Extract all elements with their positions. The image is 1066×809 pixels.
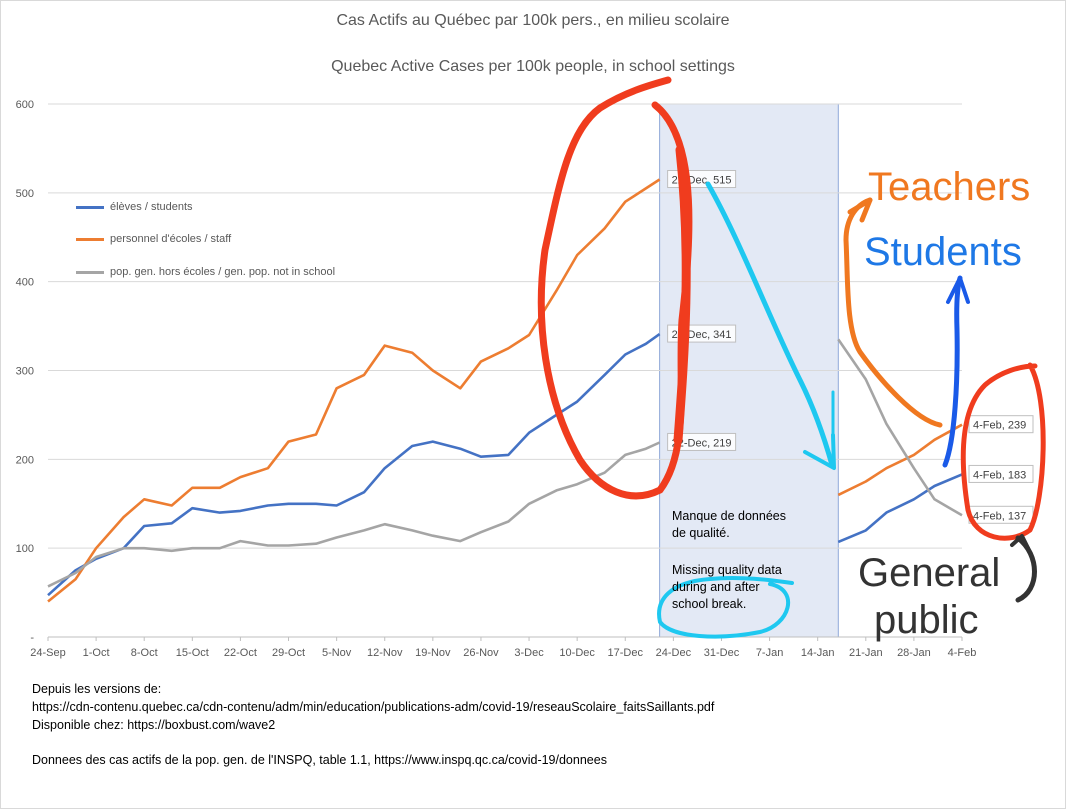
y-tick-label: 100 [16, 543, 34, 555]
y-tick-label: 400 [16, 277, 34, 289]
y-tick-label: 600 [16, 99, 34, 111]
annotation-cyan-arrow [705, 181, 835, 468]
x-tick-label: 15-Oct [176, 647, 209, 659]
y-tick-label: 300 [16, 366, 34, 378]
missing-data-note-fr: Manque de données de qualité. [672, 508, 786, 542]
annotation-orange-arrowhead [847, 197, 873, 223]
series-general-line [837, 338, 963, 517]
annotation-red-stroke [673, 145, 691, 445]
series-students-line [837, 473, 963, 544]
footer-line1: Depuis les versions de: [32, 682, 162, 696]
x-tick-label: 19-Nov [415, 647, 451, 659]
handwritten-public: public [874, 598, 979, 642]
annotation-blue-arrow [942, 275, 963, 468]
data-label-box [968, 464, 1034, 483]
annotation-red-oval [960, 362, 1046, 541]
chart-title-fr: Cas Actifs au Québec par 100k pers., en … [336, 12, 730, 29]
missing-note-en-line2: during and after [672, 580, 760, 594]
data-label: 4-Feb, 239 [973, 420, 1026, 432]
missing-note-en-line1: Missing quality data [672, 563, 782, 577]
legend-label-students: élèves / students [110, 201, 193, 213]
data-label-box [968, 415, 1034, 434]
x-tick-label: 10-Dec [559, 647, 595, 659]
x-tick-label: 5-Nov [322, 647, 352, 659]
annotation-cyan-oval [657, 575, 794, 639]
handwritten-teachers: Teachers [868, 165, 1031, 209]
x-tick-label: 28-Jan [897, 647, 931, 659]
legend-swatch-staff [76, 237, 104, 241]
footer-source-url: https://cdn-contenu.quebec.ca/cdn-conten… [32, 700, 715, 714]
annotation-orange-stroke [843, 197, 943, 428]
series-staff-line [47, 178, 661, 603]
series-staff-line [837, 423, 963, 497]
legend-swatch-general [76, 270, 104, 274]
series-students-line [47, 333, 661, 597]
legend-swatch-students [76, 205, 104, 209]
x-tick-label: 24-Sep [30, 647, 65, 659]
x-tick-label: 22-Oct [224, 647, 257, 659]
x-tick-label: 29-Oct [272, 647, 305, 659]
x-tick-label: 4-Feb [948, 647, 977, 659]
x-tick-label: 17-Dec [608, 647, 644, 659]
y-tick-label: - [30, 632, 34, 644]
handwritten-general: General [858, 551, 1001, 595]
x-tick-label: 21-Jan [849, 647, 883, 659]
handwritten-students: Students [864, 230, 1022, 274]
legend-item-staff: personnel d'écoles / staff [76, 233, 231, 245]
y-tick-label: 500 [16, 188, 34, 200]
y-tick-label: 200 [16, 454, 34, 466]
data-label: 4-Feb, 137 [973, 510, 1026, 522]
x-tick-label: 14-Jan [801, 647, 835, 659]
data-label-box [667, 432, 737, 451]
annotation-black-arrowhead [1010, 534, 1030, 550]
legend-label-general: pop. gen. hors écoles / gen. pop. not in… [110, 266, 336, 278]
x-tick-label: 31-Dec [704, 647, 740, 659]
legend-item-general: pop. gen. hors écoles / gen. pop. not in… [76, 266, 335, 278]
legend-label-staff: personnel d'écoles / staff [110, 233, 232, 245]
x-tick-label: 26-Nov [463, 647, 499, 659]
missing-note-fr-line2: de qualité. [672, 526, 730, 540]
data-label: 22-Dec, 219 [672, 437, 732, 449]
chart-title-en: Quebec Active Cases per 100k people, in … [331, 58, 735, 75]
x-tick-label: 3-Dec [514, 647, 544, 659]
x-tick-label: 8-Oct [131, 647, 158, 659]
legend-item-students: élèves / students [76, 201, 193, 213]
missing-note-en-line3: school break. [672, 597, 747, 611]
missing-note-fr-line1: Manque de données [672, 509, 786, 523]
annotation-blue-arrowhead [946, 276, 970, 304]
x-tick-label: 7-Jan [756, 647, 784, 659]
data-label: 4-Feb, 183 [973, 469, 1026, 481]
series-general-line [47, 441, 661, 588]
footer-available-at: Disponible chez: https://boxbust.com/wav… [32, 718, 276, 732]
footer-inspq-source: Donnees des cas actifs de la pop. gen. d… [32, 753, 607, 767]
x-tick-label: 24-Dec [656, 647, 692, 659]
missing-data-note-en: Missing quality data during and after sc… [672, 562, 782, 613]
x-tick-label: 1-Oct [83, 647, 110, 659]
x-tick-label: 12-Nov [367, 647, 403, 659]
